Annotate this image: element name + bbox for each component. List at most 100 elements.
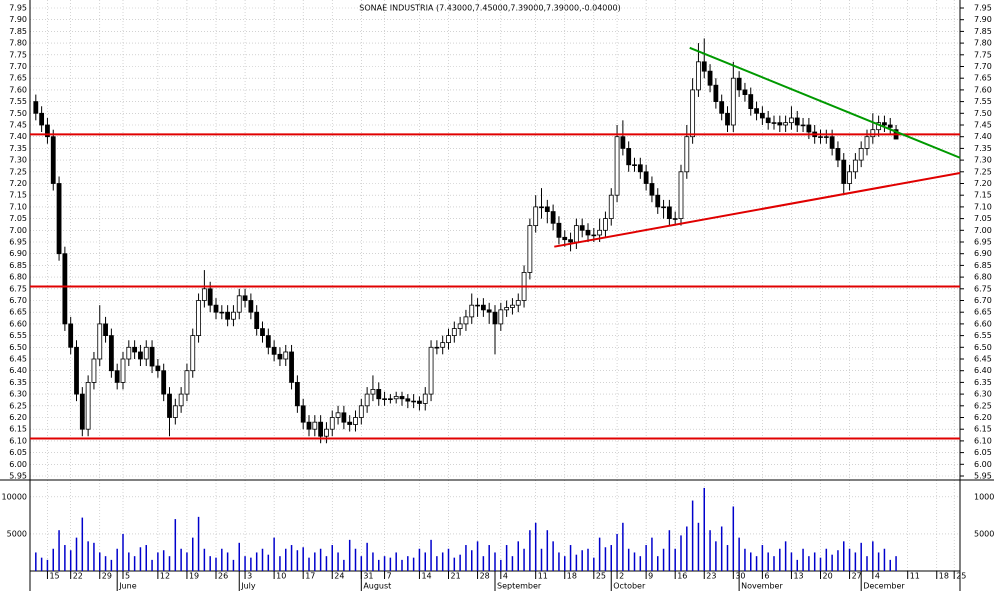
- y-tick-label: 7.85: [9, 27, 27, 36]
- volume-bar: [337, 552, 339, 571]
- candle-body: [643, 171, 649, 184]
- y-tick-label: 7.55: [9, 97, 27, 106]
- volume-bar: [360, 556, 363, 571]
- volume-bar: [383, 556, 386, 571]
- volume-bar: [505, 545, 508, 571]
- volume-bar: [645, 545, 647, 571]
- y-tick-label: 6.60: [9, 319, 27, 328]
- candle-body: [149, 346, 155, 367]
- volume-bar: [790, 552, 793, 571]
- candle-body: [422, 393, 428, 404]
- y-tick-label: 7.90: [974, 15, 992, 24]
- volume-bar: [395, 552, 397, 571]
- y-tick-label: 7.45: [9, 121, 27, 130]
- volume-bar: [465, 545, 467, 571]
- trend-line: [689, 46, 961, 159]
- volume-bar: [186, 552, 188, 571]
- candle-body: [62, 253, 68, 325]
- candle-body: [126, 346, 132, 360]
- candle-body: [219, 311, 225, 314]
- volume-bar: [290, 545, 293, 571]
- candle-body: [725, 112, 730, 126]
- month-label: June: [118, 582, 137, 591]
- y-tick-label: 7.60: [9, 85, 27, 94]
- volume-bar: [378, 559, 380, 571]
- y-tick-label: 6.65: [974, 308, 992, 317]
- volume-bar: [564, 556, 566, 571]
- candle-body: [777, 122, 783, 126]
- candle-body: [353, 417, 358, 425]
- volume-bar: [116, 548, 118, 571]
- candle-body: [114, 370, 120, 383]
- candle-body: [585, 229, 591, 236]
- candle-body: [492, 311, 498, 325]
- y-tick-label: 6.85: [974, 261, 992, 270]
- volume-bar: [64, 545, 66, 571]
- volume-bar: [622, 522, 624, 571]
- volume-bar: [232, 559, 235, 571]
- candle-body: [56, 183, 62, 255]
- y-tick-label: 6.20: [9, 413, 27, 422]
- candle-body: [556, 222, 562, 238]
- candle-body: [696, 61, 701, 91]
- y-tick-label: 7.70: [9, 62, 27, 71]
- volume-bar: [540, 548, 543, 571]
- candle-body: [480, 304, 486, 311]
- candle-body: [463, 316, 469, 325]
- volume-bar: [81, 517, 84, 571]
- volume-bar: [139, 547, 142, 571]
- x-tick-label: 14: [421, 572, 431, 581]
- y-tick-label: 6.85: [9, 261, 27, 270]
- volume-bar: [680, 535, 682, 571]
- volume-bar: [755, 556, 758, 571]
- candle-body: [85, 381, 91, 430]
- y-tick-label: 7.45: [974, 121, 992, 130]
- volume-bar: [657, 556, 659, 571]
- volume-bar: [575, 554, 578, 571]
- candle-body: [248, 300, 254, 313]
- volume-bar: [476, 541, 479, 571]
- volume-bar: [453, 557, 456, 571]
- volume-bar: [110, 559, 113, 571]
- candle-body: [254, 311, 260, 329]
- volume-bar: [99, 552, 101, 571]
- y-tick-label: 7.60: [974, 85, 992, 94]
- x-tick-label: 11: [910, 572, 920, 581]
- volume-bar: [779, 548, 781, 571]
- x-tick-label: 20: [823, 572, 833, 581]
- x-tick-label: 24: [334, 572, 344, 581]
- volume-bar: [662, 548, 665, 571]
- y-tick-label: 6.10: [9, 436, 27, 445]
- volume-bar: [808, 556, 810, 571]
- x-tick-label: 5: [125, 572, 130, 581]
- x-tick-label: 9: [648, 572, 653, 581]
- volume-bar: [128, 552, 130, 571]
- candle-body: [579, 225, 585, 231]
- candle-body: [632, 164, 637, 166]
- x-tick-label: 21: [451, 572, 461, 581]
- candle-body: [626, 147, 632, 166]
- candle-body: [800, 124, 806, 127]
- volume-bar: [215, 557, 217, 571]
- volume-bar: [709, 530, 711, 571]
- volume-bar: [372, 552, 374, 571]
- volume-bar: [168, 556, 171, 571]
- candle-body: [271, 346, 277, 355]
- candle-body: [172, 405, 178, 418]
- y-tick-label: 5.95: [9, 472, 27, 481]
- candle-body: [783, 122, 789, 126]
- candle-body: [97, 323, 103, 360]
- x-tick-label: 10: [276, 572, 286, 581]
- x-tick-label: 19: [189, 572, 199, 581]
- volume-bar: [430, 539, 432, 571]
- candle-body: [387, 398, 393, 400]
- y-tick-label: 7.15: [974, 191, 992, 200]
- volume-bar: [221, 548, 223, 571]
- y-tick-label: 7.85: [974, 27, 992, 36]
- candle-body: [841, 159, 847, 184]
- candle-body: [759, 112, 765, 119]
- x-tick-label: 3: [247, 572, 252, 581]
